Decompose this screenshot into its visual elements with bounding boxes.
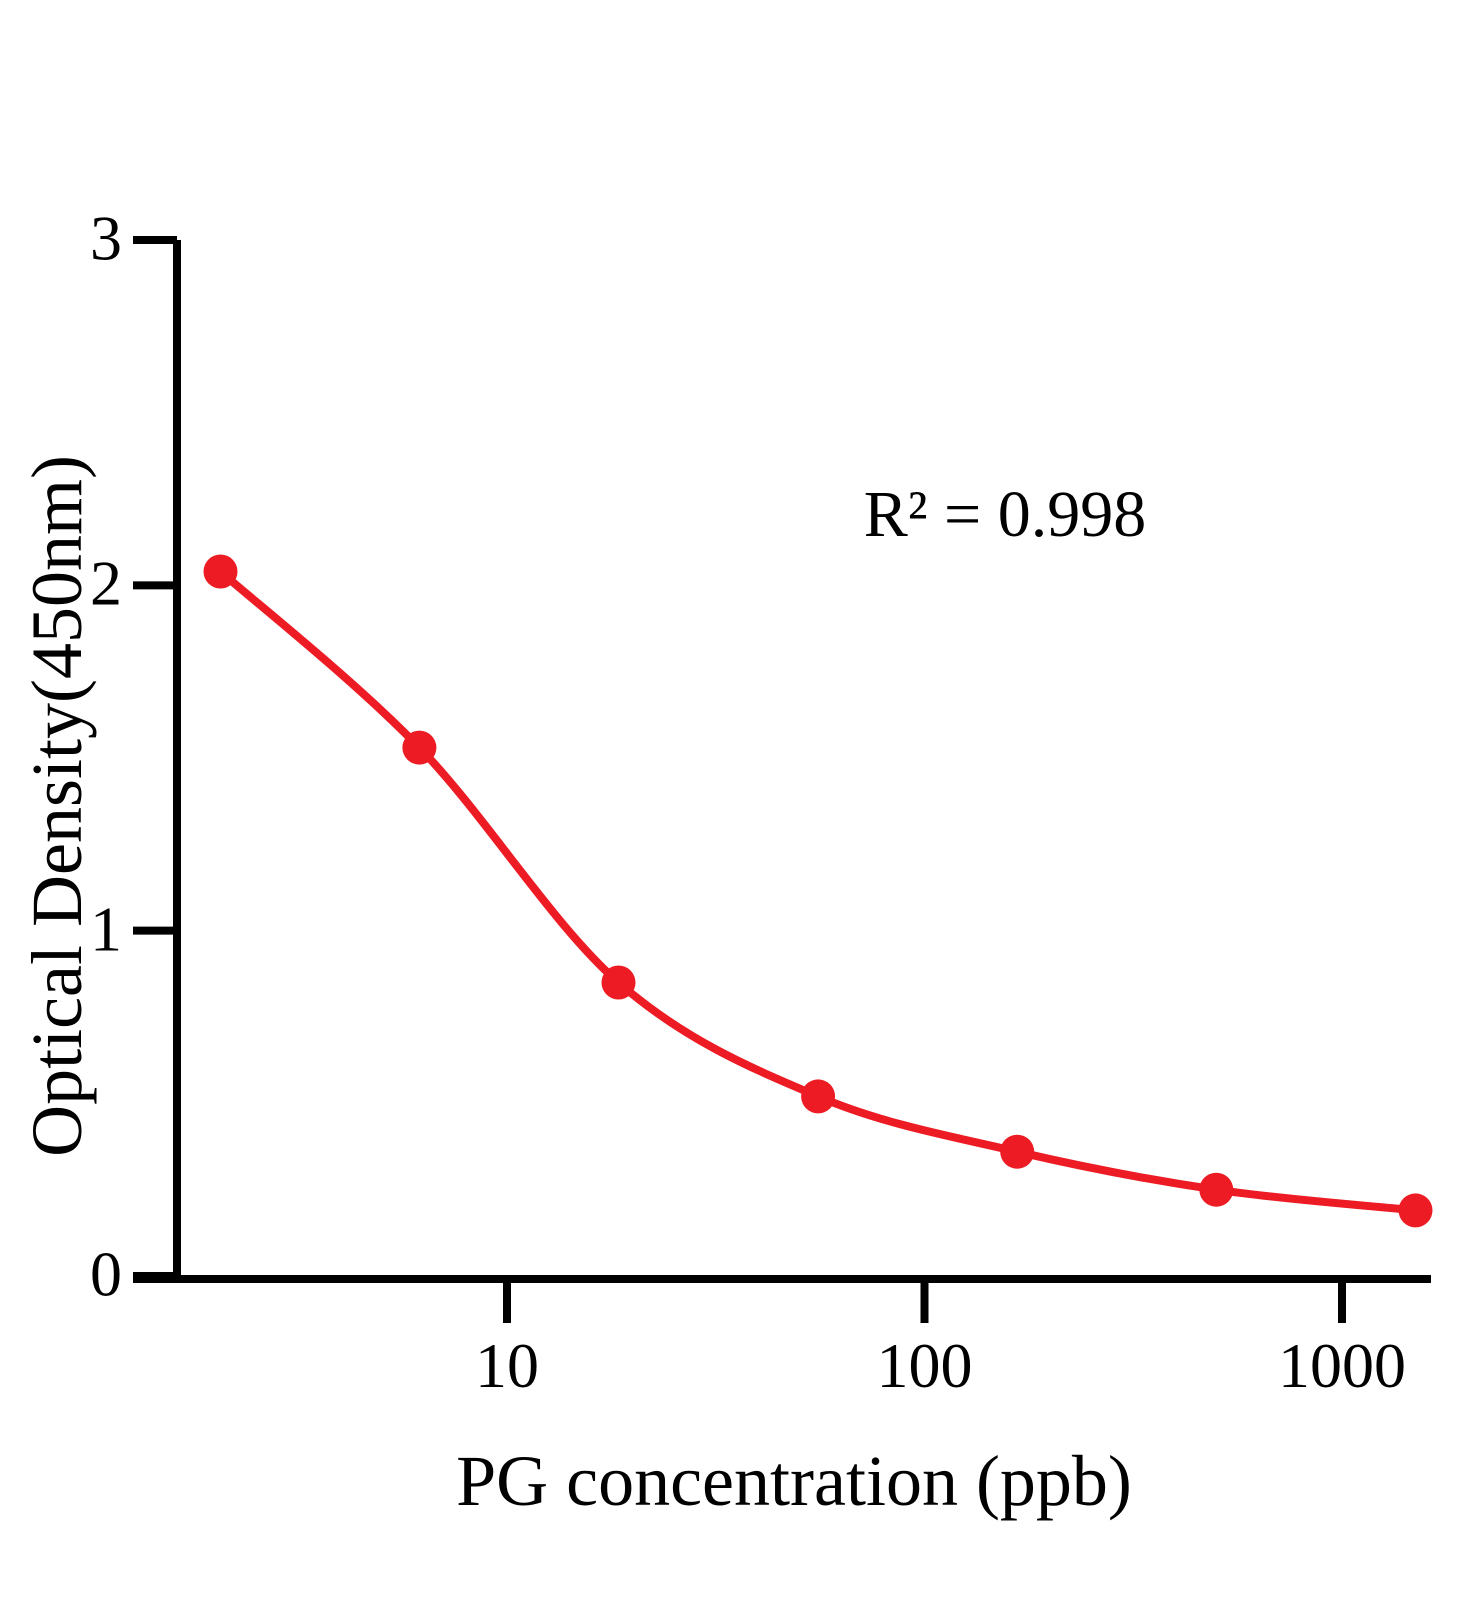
- x-tick-label: 100: [876, 1330, 973, 1401]
- y-axis-title: Optical Density(450nm): [17, 455, 97, 1157]
- x-axis-title: PG concentration (ppb): [456, 1441, 1132, 1521]
- x-tick-label: 1000: [1278, 1330, 1406, 1401]
- data-point: [801, 1079, 836, 1114]
- data-point: [1199, 1172, 1234, 1207]
- data-point: [1398, 1193, 1433, 1228]
- fit-curve: [216, 567, 1420, 1215]
- y-tick-label: 3: [90, 202, 122, 274]
- data-point: [203, 554, 238, 589]
- r-squared-annotation: R² = 0.998: [863, 478, 1147, 551]
- data-point: [402, 730, 437, 765]
- y-tick-label: 1: [90, 893, 122, 965]
- y-tick-label: 0: [90, 1238, 122, 1310]
- y-tick-label: 2: [90, 548, 122, 620]
- data-point: [1000, 1134, 1035, 1169]
- data-point: [601, 965, 636, 1000]
- x-tick-label: 10: [475, 1330, 539, 1401]
